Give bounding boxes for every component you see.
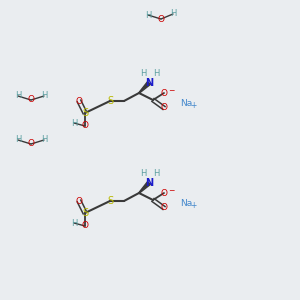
Text: H: H xyxy=(170,10,176,19)
Text: O: O xyxy=(160,188,167,197)
Text: −: − xyxy=(168,86,174,95)
Text: O: O xyxy=(160,203,167,212)
Text: +: + xyxy=(190,101,196,110)
Text: H: H xyxy=(15,136,21,145)
Text: +: + xyxy=(190,201,196,210)
Text: H: H xyxy=(140,70,146,79)
Text: O: O xyxy=(82,122,88,130)
Text: H: H xyxy=(153,169,159,178)
Text: O: O xyxy=(160,88,167,98)
Text: N: N xyxy=(145,78,153,88)
Text: H: H xyxy=(41,92,47,100)
Text: Na: Na xyxy=(180,100,192,109)
Text: H: H xyxy=(41,136,47,145)
Text: O: O xyxy=(28,95,34,104)
Text: O: O xyxy=(160,103,167,112)
Text: H: H xyxy=(15,92,21,100)
Text: N: N xyxy=(145,178,153,188)
Text: H: H xyxy=(140,169,146,178)
Polygon shape xyxy=(139,82,150,93)
Polygon shape xyxy=(139,182,150,193)
Text: H: H xyxy=(71,118,77,127)
Text: O: O xyxy=(28,140,34,148)
Text: H: H xyxy=(145,11,151,20)
Text: O: O xyxy=(76,196,82,206)
Text: S: S xyxy=(107,96,113,106)
Text: O: O xyxy=(82,221,88,230)
Text: S: S xyxy=(107,196,113,206)
Text: S: S xyxy=(82,108,88,118)
Text: H: H xyxy=(153,70,159,79)
Text: −: − xyxy=(168,187,174,196)
Text: H: H xyxy=(71,218,77,227)
Text: S: S xyxy=(82,208,88,218)
Text: O: O xyxy=(158,14,164,23)
Text: O: O xyxy=(76,97,82,106)
Text: Na: Na xyxy=(180,200,192,208)
